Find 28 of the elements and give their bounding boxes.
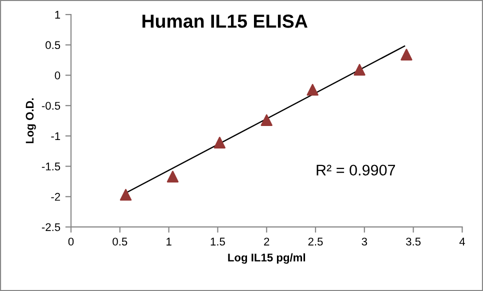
y-tick-label: 1 — [55, 10, 60, 19]
chart-title: Human IL15 ELISA — [142, 14, 308, 28]
point — [166, 170, 179, 182]
x-axis-title: Log IL15 pg/ml — [228, 253, 306, 264]
point — [354, 64, 366, 76]
point — [214, 136, 226, 148]
point — [400, 48, 412, 60]
y-tick-label: -0.5 — [42, 102, 60, 110]
y-tick-label: 0.5 — [46, 41, 60, 50]
y-tick-label: -1 — [51, 132, 60, 140]
y-tick-label: -2.5 — [42, 223, 60, 232]
x-tick-label: 3 — [362, 238, 368, 246]
x-tick-label: 0.5 — [112, 238, 128, 246]
y-tick-label: 0 — [54, 72, 60, 80]
point — [306, 84, 318, 96]
x-tick-label: 4 — [459, 238, 465, 246]
point — [120, 188, 132, 201]
y-tick-label: -2 — [51, 192, 60, 201]
x-tick-label: 3.5 — [406, 238, 421, 246]
y-axis-title: Log O.D. — [26, 98, 36, 144]
y-tick-label: -1.5 — [42, 162, 60, 170]
x-tick-label: 2 — [264, 238, 270, 246]
annotation: R² = 0.9907 — [316, 164, 396, 176]
x-tick-label: 0 — [68, 238, 74, 246]
x-tick-label: 2.5 — [308, 238, 323, 246]
x-tick-label: 1 — [166, 238, 172, 246]
point — [260, 114, 272, 126]
x-tick-label: 1.5 — [210, 238, 225, 246]
